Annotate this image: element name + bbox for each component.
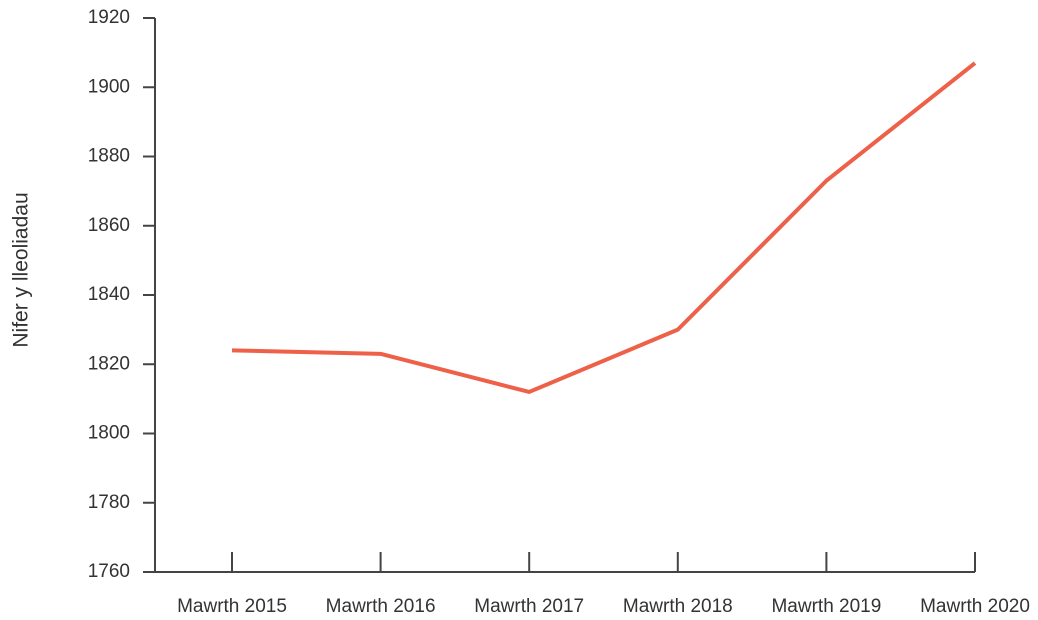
y-tick-label: 1880: [88, 146, 130, 167]
x-tick-label: Mawrth 2016: [326, 596, 436, 617]
x-tick-label: Mawrth 2018: [623, 596, 733, 617]
y-tick-label: 1760: [88, 561, 130, 582]
y-tick-label: 1860: [88, 215, 130, 236]
data-line: [231, 61, 977, 394]
y-tick-label: 1800: [88, 423, 130, 444]
x-tick-label: Mawrth 2019: [771, 596, 881, 617]
x-tick-label: Mawrth 2020: [920, 596, 1030, 617]
y-tick-label: 1840: [88, 284, 130, 305]
y-axis-label: Nifer y lleoliadau: [10, 192, 33, 347]
x-tick-label: Mawrth 2015: [177, 596, 287, 617]
x-tick-label: Mawrth 2017: [474, 596, 584, 617]
y-tick-label: 1920: [88, 7, 130, 28]
y-tick-label: 1780: [88, 492, 130, 513]
y-tick-label: 1820: [88, 353, 130, 374]
y-tick-label: 1900: [88, 76, 130, 97]
